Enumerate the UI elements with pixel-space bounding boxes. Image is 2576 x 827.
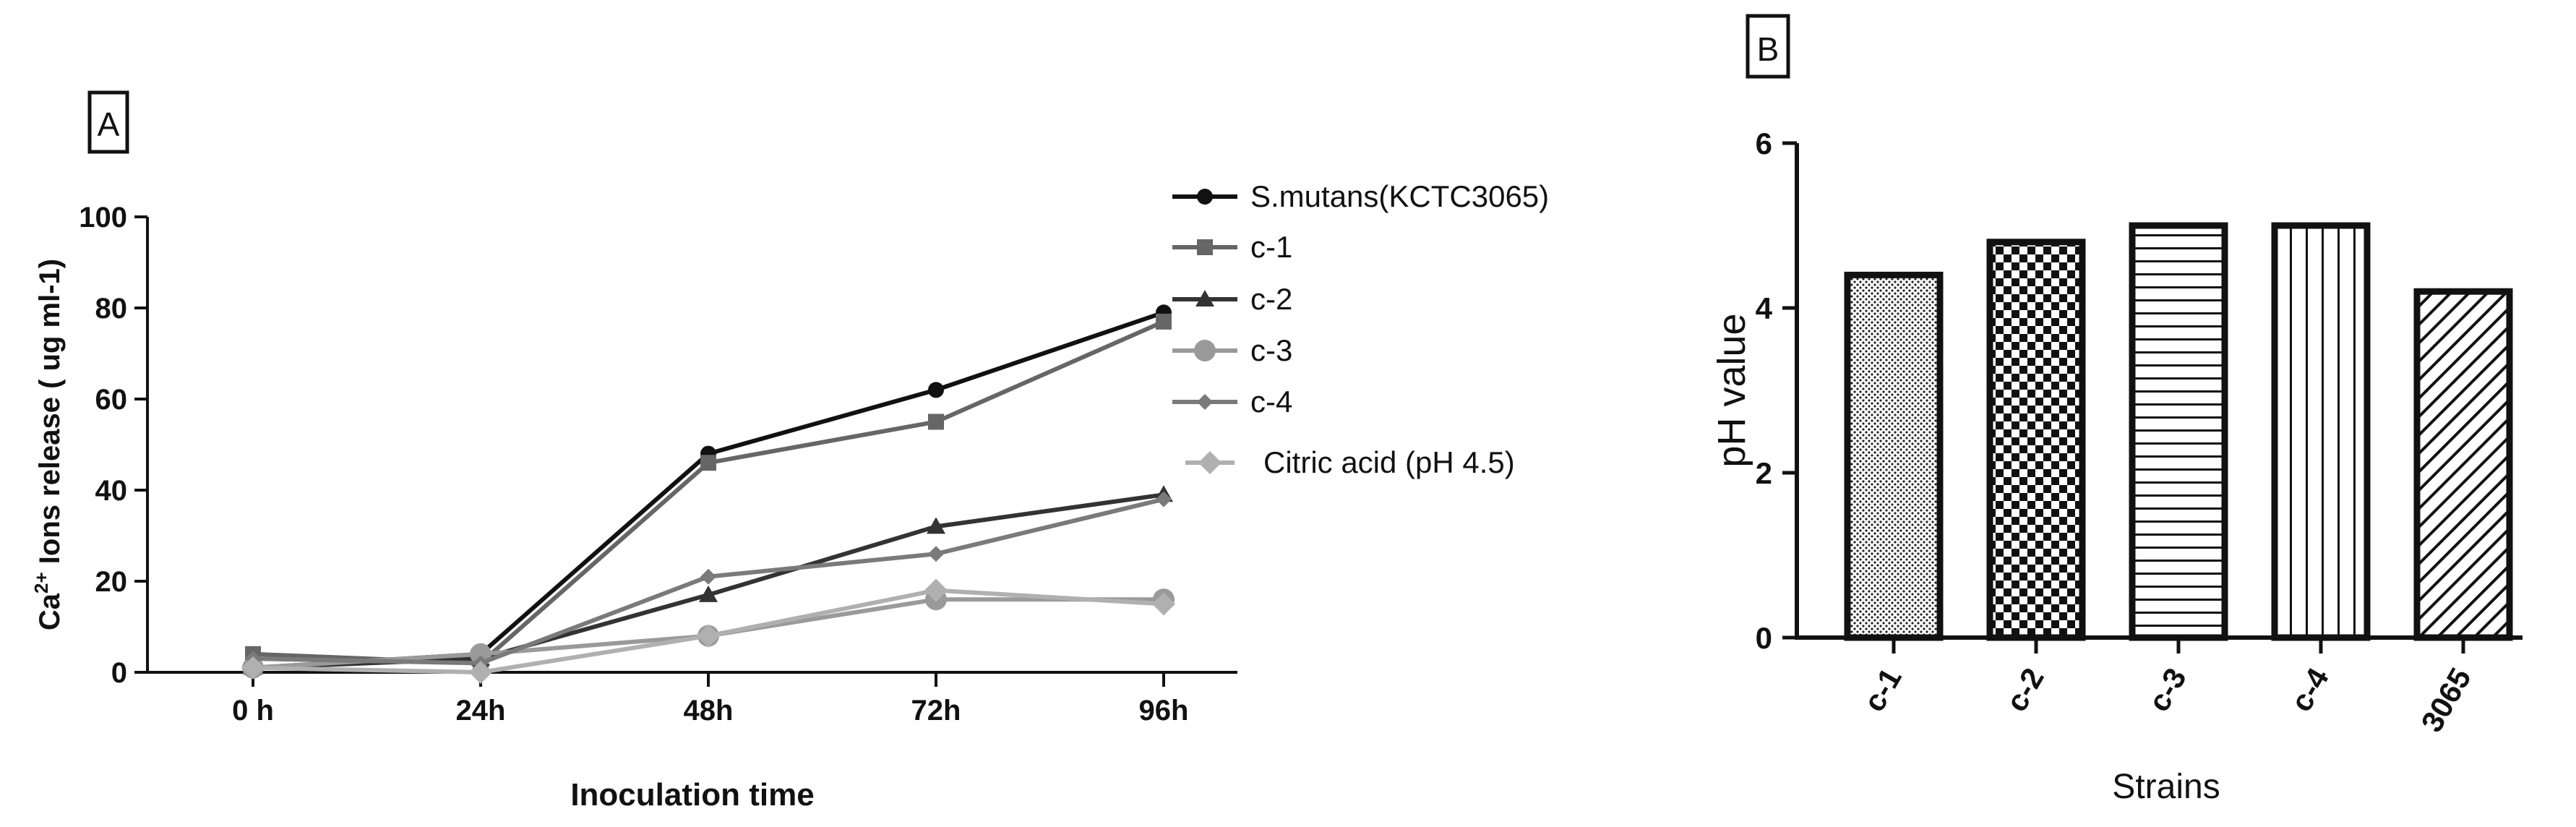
y-tick-label: 2 xyxy=(1756,456,1772,490)
bar-c-4 xyxy=(2271,222,2371,641)
legend-item: c-4 xyxy=(1172,385,1292,419)
panel-a-x-ticks: 0 h 24h 48h 72h 96h xyxy=(232,672,1188,727)
bar-c-3 xyxy=(2129,222,2228,641)
data-point xyxy=(927,517,945,534)
data-point xyxy=(241,656,265,680)
panel-b: B 0 2 4 6 c-1 c-2 c-3 c-4 3065 pH value Strains xyxy=(1710,14,2523,806)
panel-b-bars xyxy=(1844,222,2513,641)
legend-marker xyxy=(1195,290,1214,307)
legend-label: Citric acid (pH 4.5) xyxy=(1263,445,1515,479)
y-tick-label: 6 xyxy=(1756,127,1772,160)
data-point xyxy=(469,661,492,684)
legend-marker xyxy=(1197,394,1213,410)
legend-item: c-2 xyxy=(1172,282,1292,316)
x-tick-label: 96h xyxy=(1139,695,1189,727)
legend-item: c-3 xyxy=(1172,333,1292,367)
data-point xyxy=(924,578,948,602)
legend-label: c-1 xyxy=(1250,230,1292,264)
x-tick-label: c-1 xyxy=(1857,662,1908,717)
x-tick-label: c-2 xyxy=(1999,662,2051,717)
panel-a-y-axis-label: Ca2+ Ions release ( ug ml-1) xyxy=(30,259,66,630)
y-tick-label: 60 xyxy=(95,384,128,416)
x-tick-label: c-4 xyxy=(2284,661,2335,717)
panel-a-label: A xyxy=(98,106,120,143)
y-tick-label: 80 xyxy=(95,293,128,325)
bar-c-2 xyxy=(1986,239,2086,641)
y-tick-label: 4 xyxy=(1756,291,1773,325)
legend-label: c-2 xyxy=(1250,282,1292,316)
data-point xyxy=(699,585,718,602)
series-line xyxy=(252,320,1165,666)
legend-label: S.mutans(KCTC3065) xyxy=(1250,179,1549,213)
legend-item: Citric acid (pH 4.5) xyxy=(1185,445,1515,479)
panel-a: A 0 20 40 60 80 100 0 h 24h 48h 72h 96h Ca2+ Ions… xyxy=(30,90,1549,813)
y-tick-label: 20 xyxy=(95,566,128,598)
panel-b-label-box xyxy=(1746,14,1790,79)
data-point xyxy=(1156,491,1172,507)
legend-marker xyxy=(1194,340,1216,361)
data-point xyxy=(928,414,944,430)
x-tick-label: 0 h xyxy=(232,695,274,727)
x-tick-label: 72h xyxy=(911,695,961,727)
legend-label: c-3 xyxy=(1250,333,1292,367)
data-point xyxy=(700,568,716,585)
legend-marker xyxy=(1198,451,1222,474)
legend-marker xyxy=(1197,239,1213,255)
y-tick-label: 0 xyxy=(111,657,127,689)
series-s-mutans-kctc3065 xyxy=(245,304,1172,676)
y-tick-label: 40 xyxy=(95,475,128,507)
legend-label: c-4 xyxy=(1250,385,1292,419)
bar-3065 xyxy=(2413,288,2513,641)
panel-b-y-ticks: 0 2 4 6 xyxy=(1756,127,1797,655)
panel-b-label: B xyxy=(1757,30,1779,68)
series-c-1 xyxy=(245,313,1172,672)
data-point xyxy=(700,455,716,471)
panel-a-x-axis-label: Inoculation time xyxy=(570,777,814,813)
series-citric-acid-ph-4-5 xyxy=(241,578,1175,684)
panel-a-y-ticks: 0 20 40 60 80 100 xyxy=(79,202,147,689)
x-tick-label: c-3 xyxy=(2142,662,2193,717)
panel-a-label-box xyxy=(87,90,129,154)
legend-item: S.mutans(KCTC3065) xyxy=(1172,179,1549,213)
y-tick-label: 0 xyxy=(1756,621,1772,655)
data-point xyxy=(928,382,944,398)
data-point xyxy=(928,546,944,562)
x-tick-label: 3065 xyxy=(2414,662,2477,737)
legend-marker xyxy=(1197,189,1213,205)
data-point xyxy=(697,624,720,648)
panel-b-y-axis-label: pH value xyxy=(1710,313,1753,467)
panel-b-x-axis-label: Strains xyxy=(2112,768,2220,806)
data-point xyxy=(1156,313,1172,330)
y-tick-label: 100 xyxy=(79,202,127,233)
legend-item: c-1 xyxy=(1172,230,1292,264)
data-point xyxy=(1152,592,1175,616)
series-line xyxy=(252,310,1164,670)
bar-c-1 xyxy=(1844,271,1944,641)
panel-a-legend: S.mutans(KCTC3065) c-1 c-2 c-3 c-4 Citric aci… xyxy=(1172,179,1549,479)
panel-a-series xyxy=(241,304,1175,684)
x-tick-label: 24h xyxy=(456,695,506,727)
panel-b-x-ticks: c-1 c-2 c-3 c-4 3065 xyxy=(1857,638,2478,737)
x-tick-label: 48h xyxy=(684,695,734,727)
